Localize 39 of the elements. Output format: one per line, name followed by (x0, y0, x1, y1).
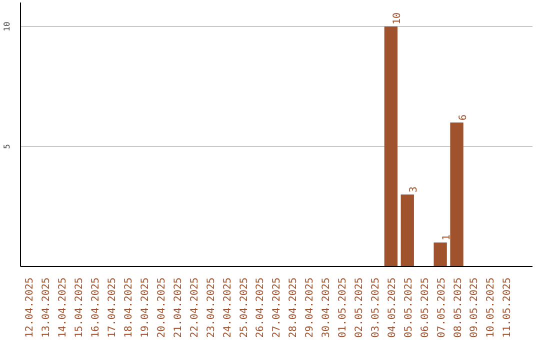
x-tick-label: 14.04.2025 (58, 277, 69, 338)
x-tick-label: 08.05.2025 (452, 277, 464, 338)
x-tick-label: 25.04.2025 (238, 277, 250, 338)
x-tick-label: 15.04.2025 (74, 277, 86, 338)
x-tick-label: 23.04.2025 (206, 277, 217, 338)
x-tick-label: 17.04.2025 (107, 277, 118, 338)
x-tick-label: 24.04.2025 (222, 277, 234, 338)
x-tick-label: 12.04.2025 (24, 277, 36, 338)
x-tick-label: 05.05.2025 (403, 277, 414, 338)
x-tick-label: 21.04.2025 (172, 277, 184, 338)
x-tick-label: 22.04.2025 (189, 277, 200, 338)
x-tick-label: 07.05.2025 (436, 277, 448, 338)
x-tick-label: 02.05.2025 (354, 277, 365, 338)
bar (450, 122, 464, 266)
bar (434, 242, 447, 266)
data-label: 3 (408, 186, 420, 192)
x-tick-label: 11.05.2025 (502, 277, 514, 338)
x-tick-label: 20.04.2025 (156, 277, 168, 338)
x-tick-label: 26.04.2025 (255, 277, 266, 338)
x-tick-label: 04.05.2025 (386, 277, 398, 338)
x-tick-label: 29.04.2025 (304, 277, 316, 338)
x-tick-label: 18.04.2025 (124, 277, 135, 338)
bar (384, 26, 398, 266)
x-tick-label: 03.05.2025 (370, 277, 382, 338)
x-tick-label: 16.04.2025 (90, 277, 102, 338)
x-tick-label: 30.04.2025 (321, 277, 332, 338)
x-tick-label: 01.05.2025 (338, 277, 349, 338)
bar (400, 194, 414, 266)
data-label: 1 (441, 234, 452, 240)
data-label: 10 (392, 12, 403, 24)
x-tick-label: 09.05.2025 (469, 277, 480, 338)
x-tick-label: 28.04.2025 (288, 277, 300, 338)
data-label: 6 (458, 114, 469, 120)
x-tick-label: 19.04.2025 (140, 277, 151, 338)
x-tick-label: 27.04.2025 (272, 277, 283, 338)
y-tick-label: 5 (2, 144, 12, 149)
x-tick-label: 13.04.2025 (41, 277, 52, 338)
x-tick-label: 06.05.2025 (420, 277, 431, 338)
x-tick-label: 10.05.2025 (486, 277, 497, 338)
